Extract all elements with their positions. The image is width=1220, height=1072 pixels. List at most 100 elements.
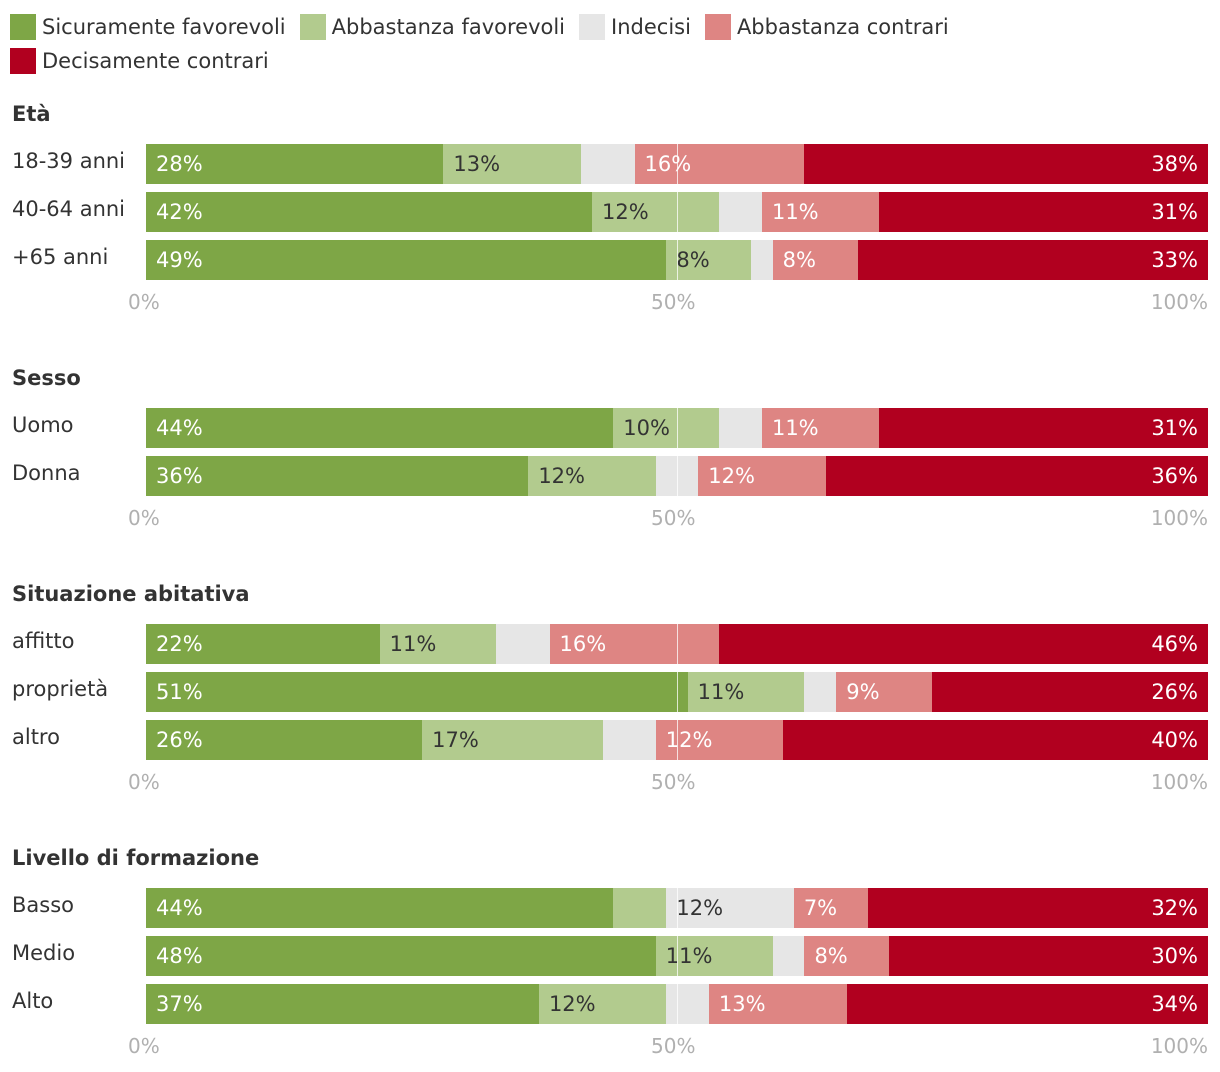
data-label: 36% (156, 464, 203, 488)
legend-swatch (299, 14, 326, 40)
gridline-50 (677, 144, 678, 280)
bar-segment (761, 192, 879, 232)
data-label: 12% (708, 464, 755, 488)
data-label: 40% (1151, 728, 1198, 752)
x-tick-label: 50% (651, 1034, 696, 1058)
row-label: proprietà (12, 677, 109, 701)
bar-segment (146, 888, 614, 928)
panel-title: Situazione abitativa (12, 582, 250, 606)
legend-label: Abbastanza favorevoli (331, 15, 566, 39)
bar-segment (496, 624, 550, 664)
bar-segment (793, 888, 869, 928)
bar-segment (581, 144, 635, 184)
bar-area: 28% 13% 16% 38% 42% 12% 11% 31% 49% 8% 8% 33% 0% 50% 1… (128, 144, 1208, 314)
data-label: 33% (1151, 248, 1198, 272)
row-label: altro (12, 725, 60, 749)
bar-segment (146, 936, 656, 976)
bar-area: 44% 10% 11% 31% 36% 12% 12% 36% 0% 50% 100% (128, 408, 1208, 530)
gridline-50 (677, 408, 678, 496)
bar-segment (761, 408, 879, 448)
data-label: 12% (602, 200, 649, 224)
legend-item: Indecisi (579, 10, 691, 44)
bar-segment (655, 720, 784, 760)
data-label: 31% (1151, 416, 1198, 440)
bar-segment (698, 456, 826, 496)
x-tick-label: 100% (1150, 506, 1208, 530)
bar-segment (666, 888, 794, 928)
x-tick-label: 100% (1150, 290, 1208, 314)
x-tick-label: 50% (651, 506, 696, 530)
data-label: 9% (846, 680, 880, 704)
x-tick-label: 50% (651, 290, 696, 314)
data-label: 26% (156, 728, 203, 752)
bar-segment (804, 936, 890, 976)
bar-area: 44% 12% 7% 32% 48% 11% 8% 30% 37% 12% 13% 34% 0% 50% 1… (128, 888, 1208, 1058)
data-label: 28% (156, 152, 203, 176)
bar-segment (889, 936, 1208, 976)
data-label: 34% (1151, 992, 1198, 1016)
bar-segment (146, 624, 380, 664)
bar-segment (146, 456, 529, 496)
bar-segment (751, 240, 773, 280)
bar-segment (719, 408, 762, 448)
bar-segment (868, 888, 1208, 928)
data-label: 26% (1151, 680, 1198, 704)
bar-segment (379, 624, 497, 664)
legend-label: Abbastanza contrari (736, 15, 949, 39)
bar-segment (846, 984, 1208, 1024)
row-label: 40-64 anni (12, 197, 126, 221)
data-label: 13% (453, 152, 501, 176)
bar-segment (719, 192, 762, 232)
bar-segment (538, 984, 667, 1024)
row-label: Alto (12, 989, 54, 1013)
bar-segment (825, 456, 1208, 496)
legend-item: Decisamente contrari (10, 44, 269, 78)
bar-segment (687, 672, 805, 712)
bar-segment (146, 192, 593, 232)
legend-item: Abbastanza contrari (704, 10, 949, 44)
panel-title: Livello di formazione (12, 846, 260, 870)
data-label: 17% (432, 728, 479, 752)
data-label: 49% (156, 248, 203, 272)
row-label: affitto (12, 629, 75, 653)
data-label: 48% (156, 944, 203, 968)
bar-segment (592, 192, 720, 232)
data-label: 11% (771, 200, 819, 224)
bar-segment (602, 720, 656, 760)
bar-segment (783, 720, 1208, 760)
legend-swatch (579, 14, 606, 40)
bar-segment (613, 408, 720, 448)
data-label: 8% (782, 248, 816, 272)
data-label: 32% (1151, 896, 1198, 920)
legend-label: Indecisi (611, 15, 691, 39)
data-label: 36% (1151, 464, 1198, 488)
row-label: 18-39 anni (12, 149, 126, 173)
data-label: 12% (665, 728, 713, 752)
data-label: 11% (697, 680, 745, 704)
data-label: 13% (718, 992, 766, 1016)
data-label: 44% (156, 416, 203, 440)
data-label: 37% (156, 992, 203, 1016)
x-tick-label: 0% (128, 290, 160, 314)
row-label: Medio (12, 941, 76, 965)
data-label: 7% (803, 896, 838, 920)
bar-segment (634, 144, 805, 184)
row-label: Uomo (12, 413, 74, 437)
legend-swatch (10, 48, 36, 74)
bar-segment (549, 624, 720, 664)
data-label: 46% (1151, 632, 1198, 656)
bar-segment (146, 984, 539, 1024)
legend: Sicuramente favorevoli Abbastanza favorev… (10, 10, 1190, 78)
data-label: 8% (676, 248, 710, 272)
bar-area: 22% 11% 16% 46% 51% 11% 9% 26% 26% 17% 12% 40% 0% 50%… (128, 624, 1208, 794)
bar-segment (528, 456, 656, 496)
bar-segment (443, 144, 582, 184)
gridline-50 (677, 624, 678, 760)
row-label: +65 anni (12, 245, 109, 269)
data-label: 11% (771, 416, 819, 440)
bar-segment (804, 672, 837, 712)
bar-segment (719, 624, 1208, 664)
legend-label: Decisamente contrari (42, 49, 269, 73)
data-label: 12% (538, 464, 585, 488)
